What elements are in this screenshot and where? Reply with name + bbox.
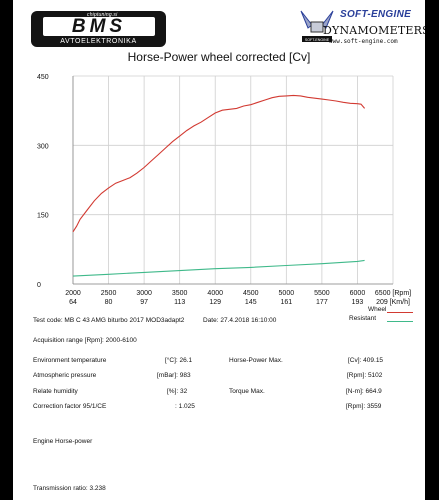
atm-pressure-label: Atmospheric pressure — [33, 372, 97, 379]
x-tick-label-kmh: 129 — [209, 299, 221, 306]
engine-hp-label: Engine Horse-power — [33, 438, 93, 445]
x-tick-label-rpm: 3000 — [136, 290, 152, 297]
bms-website-text: chiptuning.si — [87, 12, 118, 18]
legend-resistant-line — [387, 321, 413, 322]
x-tick-label-kmh: 209 [Km/h] — [376, 299, 410, 306]
softengine-engine-icon: SOFT-ENGINE — [300, 10, 334, 42]
atm-pressure-value: [mBar]: 983 — [157, 372, 191, 379]
correction-label: Correction factor 95/1/CE — [33, 403, 107, 410]
dynamometers-label: DYNAMOMETERS — [323, 24, 425, 37]
x-tick-label-rpm: 5500 — [314, 290, 330, 297]
x-tick-label-kmh: 80 — [105, 299, 113, 306]
softengine-name: SOFT-ENGINE — [340, 9, 412, 20]
x-tick-label-kmh: 145 — [245, 299, 257, 306]
legend-wheel-label: Wheel — [368, 306, 387, 313]
env-temp-value: [°C]: 26.1 — [165, 357, 193, 364]
hp-rpm-value: [Rpm]: 5102 — [347, 372, 383, 379]
transmission-ratio: Transmission ratio: 3.238 — [33, 485, 106, 492]
x-tick-label-kmh: 113 — [174, 299, 185, 306]
chart-title: Horse-Power wheel corrected [Cv] — [127, 50, 311, 64]
bms-subtitle: AVTOELEKTRONIKA — [60, 38, 137, 45]
x-tick-label-rpm: 2000 — [65, 290, 81, 297]
y-tick-label: 0 — [37, 282, 41, 289]
humidity-value: [%]: 32 — [167, 388, 188, 395]
torque-rpm-value: [Rpm]: 3559 — [346, 403, 382, 410]
y-tick-label: 150 — [37, 213, 49, 220]
series-line-resistant — [72, 259, 365, 277]
x-tick-label-rpm: 4000 — [207, 290, 223, 297]
x-tick-label-rpm: 2500 — [101, 290, 117, 297]
y-tick-label: 450 — [37, 74, 49, 81]
x-tick-label-rpm: 3500 — [172, 290, 188, 297]
x-tick-label-kmh: 97 — [140, 299, 148, 306]
x-tick-label-kmh: 161 — [280, 299, 292, 306]
legend-resistant-label: Resistant — [349, 315, 377, 322]
torque-max-label: Torque Max. — [229, 388, 265, 395]
test-date: Date: 27.4.2018 16:10:00 — [203, 317, 277, 324]
bms-name: BMS — [43, 17, 155, 36]
hp-max-value: [Cv]: 409.15 — [348, 357, 384, 364]
dyno-report-sheet: chiptuning.si BMS AVTOELEKTRONIKA SOFT-E… — [13, 0, 425, 500]
torque-max-value: [N-m]: 664.9 — [346, 388, 382, 395]
x-tick-label-kmh: 177 — [316, 299, 328, 306]
x-tick-label-kmh: 193 — [352, 299, 364, 306]
legend-wheel-line — [387, 312, 413, 313]
correction-value: : 1.025 — [175, 403, 195, 410]
hp-max-label: Horse-Power Max. — [229, 357, 283, 364]
bms-logo: chiptuning.si BMS AVTOELEKTRONIKA — [31, 11, 166, 47]
softengine-url: www.soft-engine.com — [329, 38, 398, 45]
x-tick-label-kmh: 64 — [69, 299, 77, 306]
series-line-wheel — [72, 94, 366, 233]
softengine-icon-text: SOFT-ENGINE — [305, 38, 330, 42]
y-tick-label: 300 — [37, 143, 49, 150]
x-tick-label-rpm: 5000 — [279, 290, 295, 297]
x-tick-label-rpm: 6000 — [350, 290, 366, 297]
x-tick-label-rpm: 6500 [Rpm] — [375, 290, 411, 297]
acquisition-range: Acquisition range [Rpm]: 2000-6100 — [33, 337, 137, 344]
x-tick-label-rpm: 4500 — [243, 290, 259, 297]
horsepower-chart: 2000642500803000973500113400012945001455… — [37, 74, 411, 306]
test-code: Test code: MB C 43 AMG biturbo 2017 MOD3… — [33, 317, 185, 324]
humidity-label: Relate humidity — [33, 388, 78, 395]
env-temp-label: Environment temperature — [33, 357, 107, 364]
